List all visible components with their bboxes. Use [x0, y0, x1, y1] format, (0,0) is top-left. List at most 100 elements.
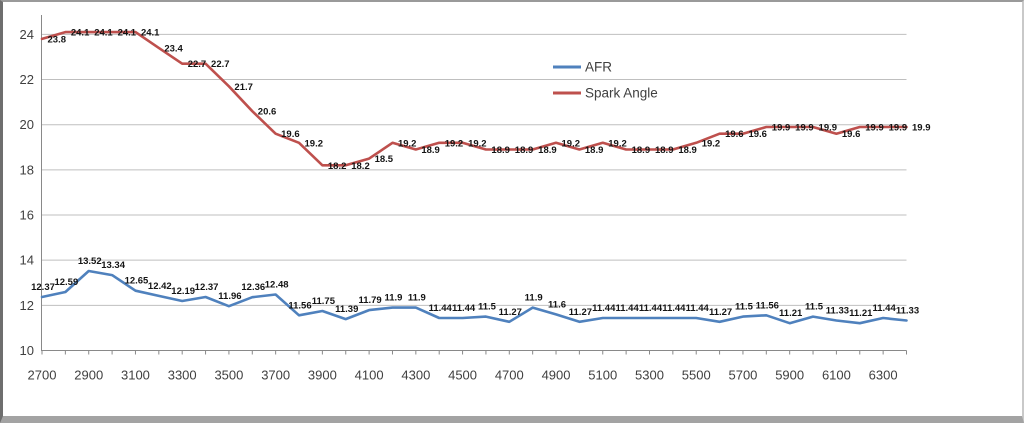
x-tick-label: 4100: [355, 368, 384, 383]
data-label: 11.5: [805, 302, 824, 313]
data-label: 11.33: [896, 305, 919, 316]
x-tick-label: 6100: [822, 368, 851, 383]
data-label: 11.56: [288, 300, 311, 311]
data-label: 24.1: [141, 28, 160, 39]
data-label: 11.44: [686, 303, 710, 314]
data-label: 11.6: [548, 299, 566, 310]
data-label: 11.27: [569, 307, 592, 318]
data-label: 13.34: [101, 260, 125, 271]
data-label: 11.39: [335, 304, 358, 315]
data-label: 11.9: [525, 293, 543, 304]
y-tick-label: 24: [20, 27, 34, 42]
data-label: 18.9: [538, 145, 557, 156]
data-label: 24.1: [118, 28, 137, 39]
data-label: 11.44: [639, 303, 663, 314]
data-label: 11.44: [592, 303, 616, 314]
data-label: 19.2: [398, 138, 417, 149]
data-label: 11.5: [735, 302, 754, 313]
data-label: 23.4: [164, 43, 183, 54]
x-tick-label: 3900: [308, 368, 337, 383]
data-label: 18.9: [632, 145, 651, 156]
x-tick-label: 5700: [728, 368, 757, 383]
y-tick-label: 18: [20, 162, 34, 177]
data-label: 24.1: [71, 28, 90, 39]
x-tick-label: 2900: [74, 368, 103, 383]
data-label: 18.9: [585, 145, 604, 156]
x-tick-label: 5300: [635, 368, 664, 383]
data-label: 19.2: [468, 138, 487, 149]
data-label: 19.2: [445, 138, 464, 149]
data-label: 11.27: [499, 307, 522, 318]
data-label: 20.6: [258, 107, 277, 118]
data-label: 19.9: [865, 122, 884, 133]
data-label: 12.59: [54, 277, 78, 288]
series-line-afr: [40, 269, 908, 325]
data-label: 24.1: [94, 28, 113, 39]
data-label: 18.9: [515, 145, 534, 156]
data-label: 12.36: [241, 282, 265, 293]
data-label: 23.8: [48, 34, 67, 45]
data-label: 18.2: [328, 161, 347, 172]
legend-label-spark-angle: Spark Angle: [585, 86, 658, 101]
data-label: 12.65: [125, 276, 149, 287]
data-label: 11.96: [218, 291, 241, 302]
x-tick-label: 5900: [775, 368, 804, 383]
data-label: 19.9: [912, 122, 931, 133]
data-label: 11.44: [452, 303, 476, 314]
x-tick-label: 6300: [869, 368, 898, 383]
data-label: 12.48: [265, 280, 289, 291]
x-tick-label: 3700: [261, 368, 290, 383]
data-label: 12.37: [195, 282, 219, 293]
legend-label-afr: AFR: [585, 60, 612, 75]
y-tick-label: 16: [20, 208, 34, 223]
data-label: 21.7: [234, 82, 253, 93]
data-label: 12.19: [171, 286, 195, 297]
y-tick-label: 14: [20, 253, 34, 268]
data-label: 11.33: [826, 305, 849, 316]
data-label: 11.5: [478, 302, 497, 313]
x-tick-label: 4300: [401, 368, 430, 383]
data-label: 11.44: [615, 303, 639, 314]
data-label: 19.2: [608, 138, 627, 149]
data-label: 11.21: [779, 308, 803, 319]
x-tick-label: 3100: [121, 368, 150, 383]
data-label: 11.75: [312, 296, 336, 307]
data-label: 11.44: [662, 303, 686, 314]
data-label: 11.56: [756, 300, 779, 311]
data-label: 12.42: [148, 281, 172, 292]
data-label: 13.52: [78, 256, 102, 267]
data-label: 18.5: [375, 154, 394, 165]
data-label: 18.9: [655, 145, 674, 156]
data-label: 19.6: [748, 129, 767, 140]
data-label: 19.6: [281, 129, 300, 140]
data-label: 22.7: [211, 59, 230, 70]
x-tick-label: 3300: [168, 368, 197, 383]
data-label: 11.9: [408, 293, 426, 304]
data-label: 22.7: [188, 59, 207, 70]
data-label: 19.9: [772, 122, 791, 133]
x-tick-label: 3500: [214, 368, 243, 383]
y-tick-label: 22: [20, 72, 34, 87]
x-tick-label: 4900: [542, 368, 571, 383]
data-label: 11.21: [849, 308, 873, 319]
data-label: 11.44: [429, 303, 453, 314]
x-tick-label: 4500: [448, 368, 477, 383]
data-label: 11.9: [384, 293, 402, 304]
data-label: 18.9: [491, 145, 510, 156]
x-tick-label: 2700: [28, 368, 57, 383]
series-line-spark-angle: [40, 30, 908, 167]
data-label: 18.9: [678, 145, 697, 156]
x-tick-label: 4700: [495, 368, 524, 383]
data-label: 18.9: [421, 145, 440, 156]
x-tick-label: 5100: [588, 368, 617, 383]
y-tick-label: 12: [20, 298, 34, 313]
data-label: 19.2: [562, 138, 581, 149]
x-tick-label: 5500: [682, 368, 711, 383]
data-label: 11.79: [358, 295, 381, 306]
data-label: 19.6: [725, 129, 744, 140]
data-label: 19.6: [842, 129, 861, 140]
data-label: 12.37: [31, 282, 55, 293]
data-label: 11.27: [709, 307, 732, 318]
data-label: 19.9: [819, 122, 838, 133]
